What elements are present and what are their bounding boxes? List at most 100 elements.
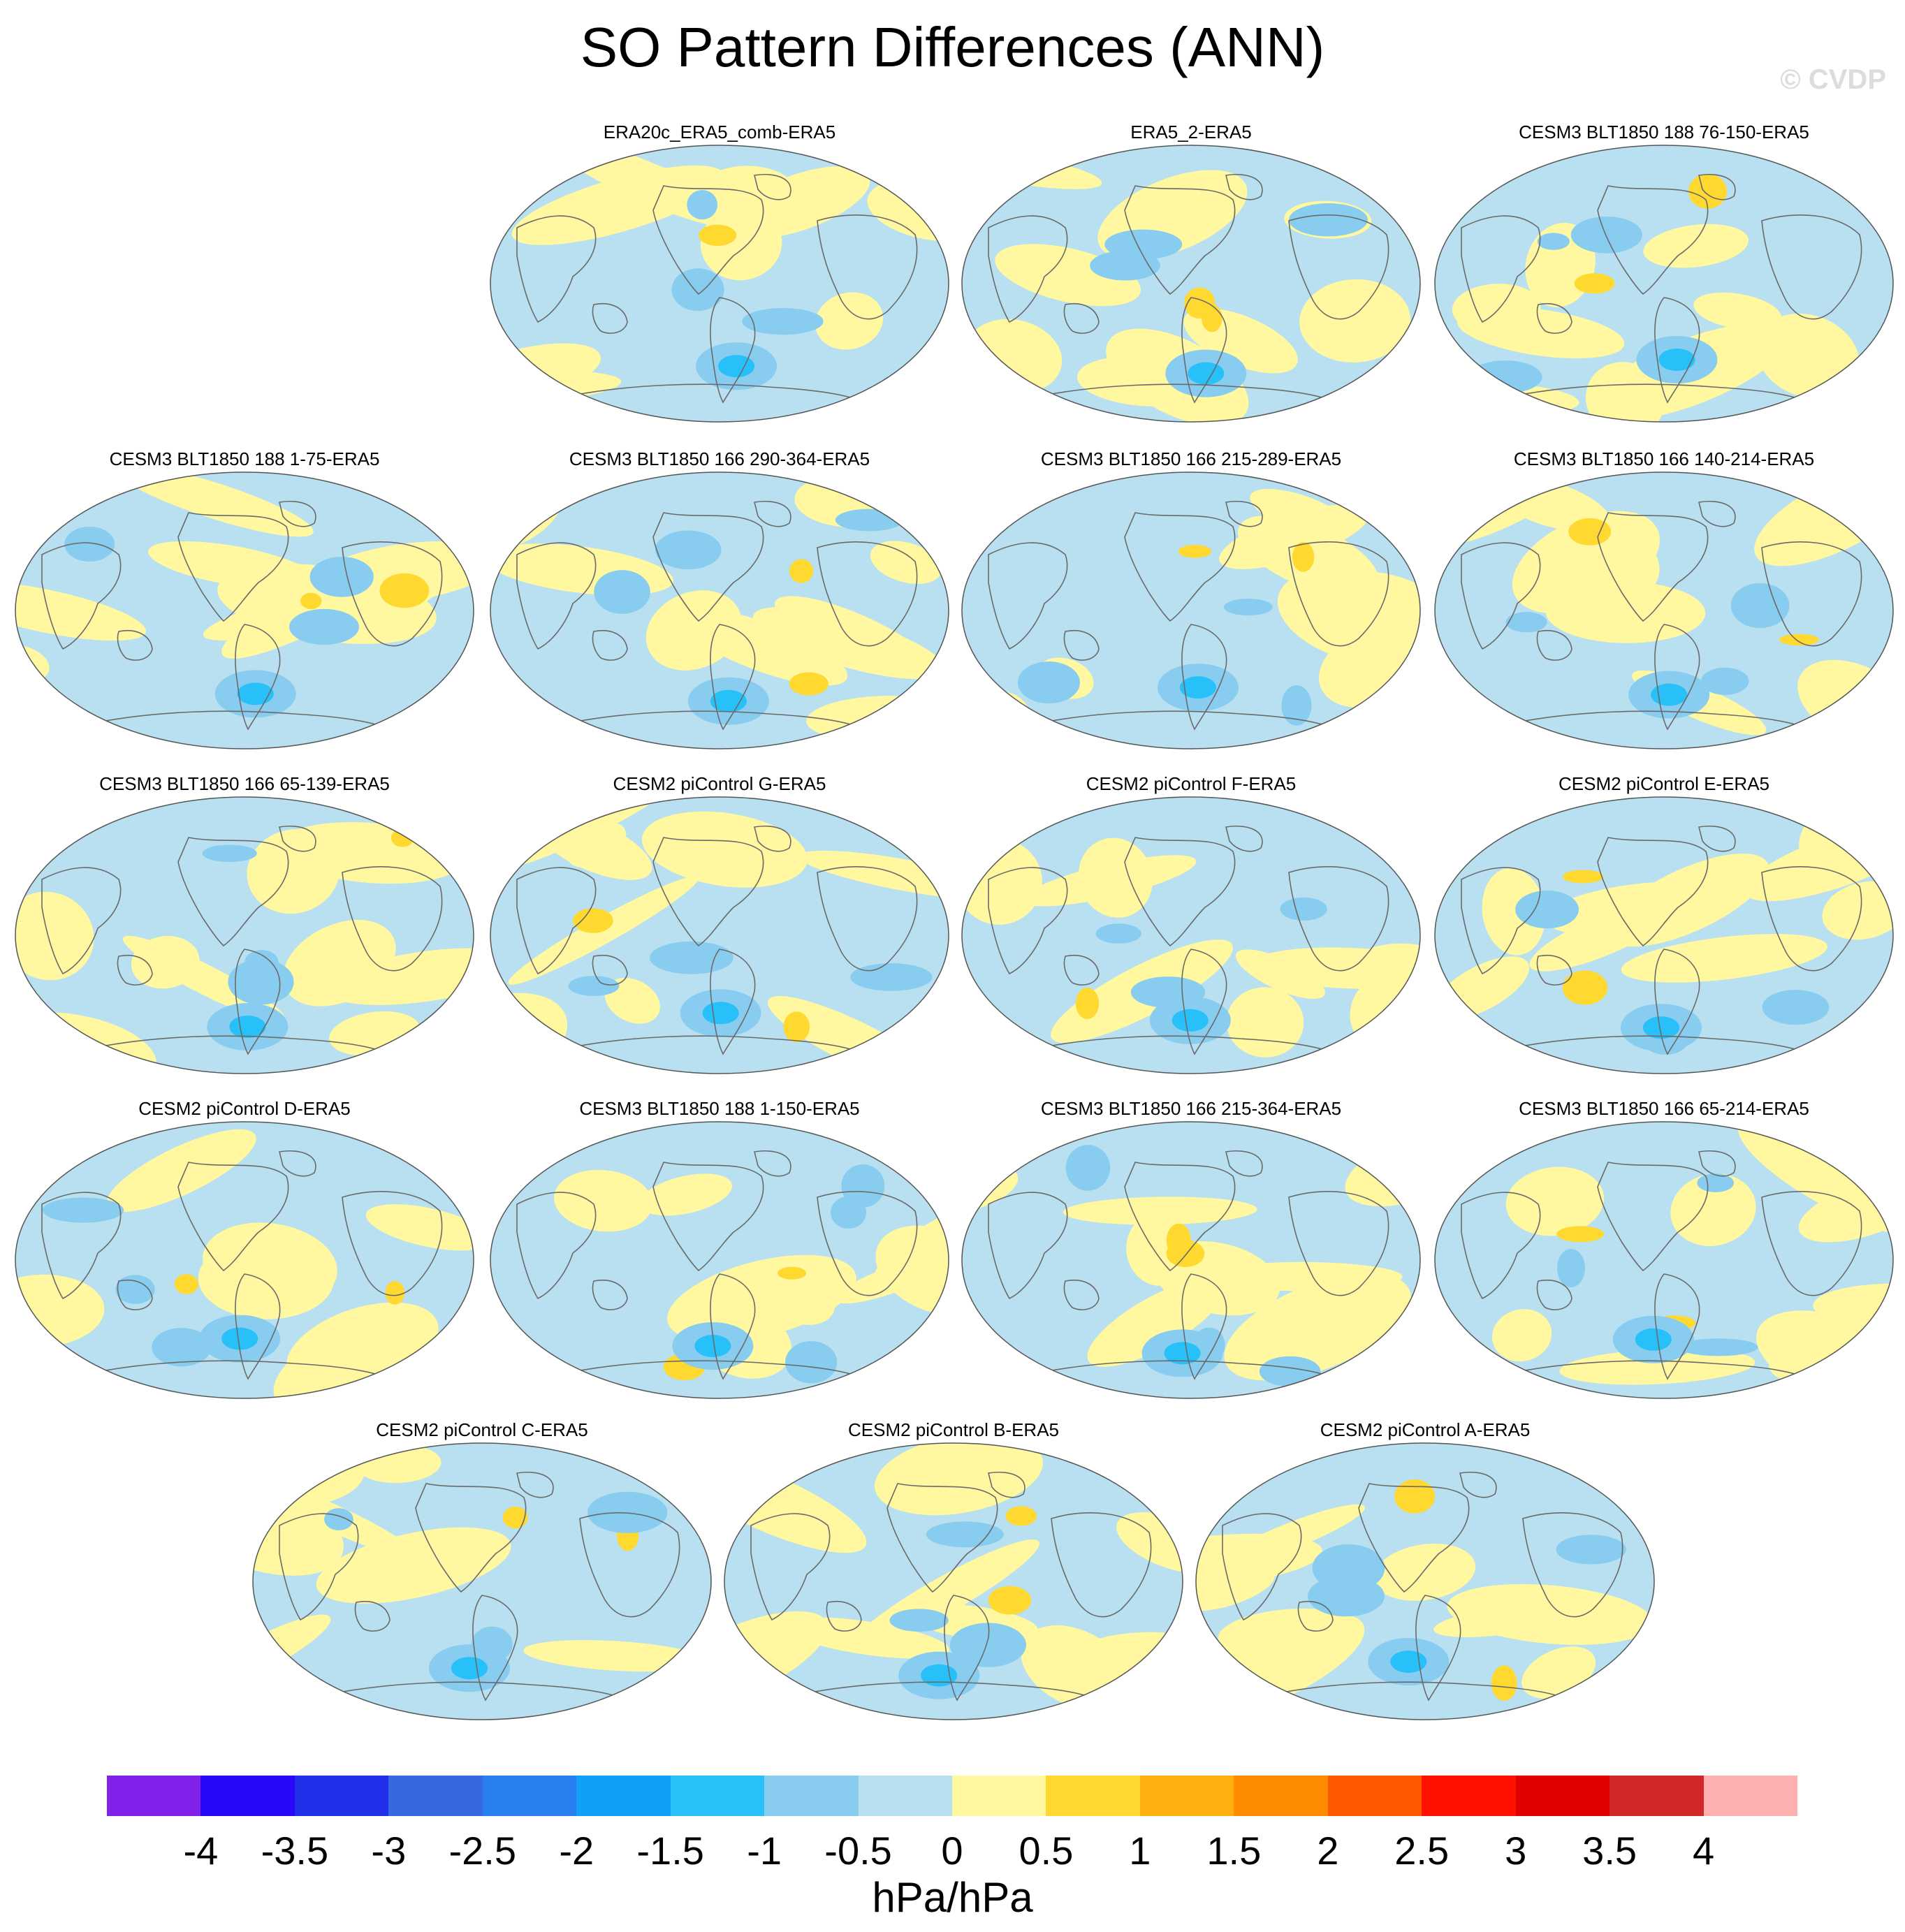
negative-anomaly-region bbox=[64, 527, 115, 562]
coastline bbox=[516, 215, 597, 323]
coastline bbox=[342, 866, 443, 972]
negative-anomaly-region bbox=[650, 941, 733, 974]
negative-anomaly-region bbox=[655, 530, 722, 570]
positive-anomaly-region bbox=[641, 811, 808, 888]
coastline bbox=[1225, 826, 1263, 852]
coastline bbox=[1181, 1273, 1227, 1380]
coastline bbox=[1181, 624, 1227, 731]
positive-anomaly-region bbox=[1433, 1604, 1575, 1637]
colorbar-box bbox=[1046, 1776, 1141, 1816]
panel-title: CESM3 BLT1850 166 290-364-ERA5 bbox=[569, 448, 870, 469]
positive-anomaly-region bbox=[604, 977, 660, 1024]
negative-anomaly-region bbox=[949, 1623, 1026, 1667]
coastline bbox=[1461, 1192, 1541, 1300]
negative-anomaly-region bbox=[687, 190, 718, 220]
coastline bbox=[1288, 541, 1389, 647]
map-panel: CESM2 piControl F-ERA5 bbox=[954, 772, 1429, 1074]
coastline bbox=[1536, 1280, 1572, 1310]
panel-title: CESM2 piControl F-ERA5 bbox=[1086, 773, 1297, 794]
colorbar-box bbox=[670, 1776, 765, 1816]
coastline bbox=[1288, 214, 1389, 320]
positive-anomaly-core bbox=[1005, 1506, 1037, 1526]
coastline bbox=[279, 826, 316, 852]
negative-anomaly-region bbox=[1090, 250, 1160, 281]
colorbar-box bbox=[764, 1776, 859, 1816]
negative-anomaly-region bbox=[1065, 1145, 1111, 1191]
coastline bbox=[1297, 1601, 1334, 1632]
coastline bbox=[988, 1192, 1068, 1300]
negative-anomaly-region bbox=[1281, 685, 1312, 726]
positive-anomaly-core bbox=[502, 1507, 528, 1529]
negative-anomaly-region bbox=[152, 1328, 212, 1367]
positive-anomaly-core bbox=[988, 1586, 1032, 1615]
positive-anomaly-region bbox=[1235, 949, 1325, 1000]
coastline bbox=[988, 1472, 1026, 1498]
coastline bbox=[1761, 541, 1862, 647]
positive-anomaly-core bbox=[391, 828, 414, 847]
panel-title: CESM3 BLT1850 166 140-214-ERA5 bbox=[1513, 448, 1815, 469]
map-outline bbox=[1434, 1121, 1894, 1399]
coastline bbox=[806, 1681, 1101, 1702]
negative-anomaly-region bbox=[289, 608, 359, 645]
positive-anomaly-region bbox=[1299, 279, 1411, 363]
colorbar-box bbox=[294, 1776, 389, 1816]
negative-anomaly-region bbox=[742, 308, 824, 335]
coastline bbox=[710, 949, 756, 1055]
negative-anomaly-region bbox=[1280, 897, 1327, 921]
map-outline bbox=[490, 796, 949, 1074]
colorbar-tick-label: 0 bbox=[941, 1829, 963, 1873]
negative-anomaly-region bbox=[1556, 1535, 1626, 1565]
positive-anomaly-region bbox=[1224, 1273, 1411, 1381]
coastline bbox=[1044, 1360, 1338, 1381]
colorbar-units: hPa/hPa bbox=[872, 1874, 1033, 1921]
positive-anomaly-core bbox=[1166, 1240, 1205, 1267]
coastline bbox=[1124, 512, 1236, 622]
robinson-map bbox=[490, 471, 949, 749]
panel-title: CESM2 piControl B-ERA5 bbox=[848, 1419, 1059, 1440]
negative-anomaly-region bbox=[1762, 990, 1830, 1025]
coastline bbox=[592, 955, 628, 986]
coastline bbox=[1597, 185, 1709, 295]
positive-anomaly-region bbox=[1621, 934, 1828, 983]
map-outline bbox=[1195, 1442, 1655, 1720]
coastline bbox=[754, 501, 791, 527]
colorbar-tick-label: 2.5 bbox=[1394, 1829, 1450, 1873]
negative-anomaly-region bbox=[1537, 233, 1570, 250]
positive-anomaly-core bbox=[699, 224, 737, 246]
coastline bbox=[117, 955, 153, 986]
positive-anomaly-core bbox=[789, 672, 829, 696]
panel-title: CESM2 piControl A-ERA5 bbox=[1320, 1419, 1531, 1440]
southern-low-core bbox=[1172, 1009, 1209, 1032]
colorbar-box bbox=[1515, 1776, 1610, 1816]
coastline bbox=[754, 826, 791, 852]
positive-anomaly-region bbox=[365, 1204, 474, 1251]
coastline bbox=[342, 1191, 443, 1296]
coastline bbox=[1517, 383, 1811, 404]
map-outline bbox=[490, 145, 949, 423]
coastline bbox=[1654, 624, 1700, 731]
map-outline bbox=[961, 471, 1421, 749]
panel-title: CESM2 piControl C-ERA5 bbox=[376, 1419, 588, 1440]
negative-anomaly-region bbox=[594, 570, 650, 614]
southern-low-core bbox=[1643, 1016, 1679, 1039]
positive-anomaly-core bbox=[783, 1011, 810, 1043]
map-outline bbox=[252, 1442, 712, 1720]
coastline bbox=[1051, 1512, 1152, 1618]
positive-anomaly-core bbox=[1075, 987, 1100, 1020]
negative-anomaly-region bbox=[889, 1609, 949, 1632]
colorbar-tick-label: 1.5 bbox=[1206, 1829, 1262, 1873]
southern-low-core bbox=[1635, 1328, 1672, 1351]
positive-anomaly-region bbox=[1078, 837, 1153, 918]
negative-anomaly-region bbox=[926, 1521, 1004, 1548]
coastline bbox=[988, 542, 1068, 650]
figure-title: SO Pattern Differences (ANN) bbox=[580, 16, 1325, 78]
coastline bbox=[572, 1035, 867, 1056]
colorbar-box bbox=[1703, 1776, 1798, 1816]
coastline bbox=[817, 214, 918, 320]
negative-anomaly-region bbox=[841, 1164, 885, 1208]
map-panel: ERA20c_ERA5_comb-ERA5 bbox=[482, 120, 957, 423]
coastline bbox=[817, 1191, 918, 1296]
southern-low-core bbox=[1164, 1342, 1201, 1365]
coastline bbox=[1044, 710, 1338, 731]
panel-title: CESM3 BLT1850 188 1-75-ERA5 bbox=[109, 448, 380, 469]
